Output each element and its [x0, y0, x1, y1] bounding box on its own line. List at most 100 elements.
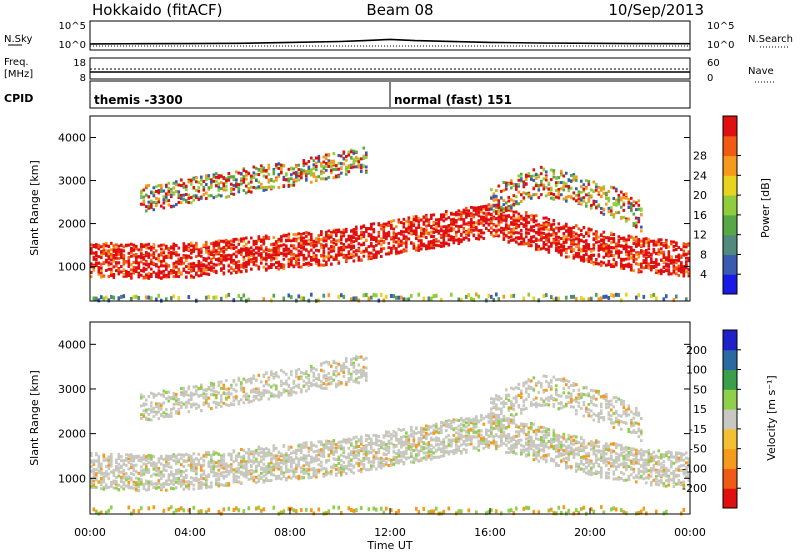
- data-cell: [230, 452, 233, 456]
- data-cell: [185, 400, 188, 404]
- data-cell: [325, 263, 328, 267]
- data-cell: [270, 262, 273, 266]
- data-cell: [185, 476, 188, 480]
- data-cell: [162, 269, 166, 273]
- data-cell: [682, 272, 686, 276]
- data-cell: [175, 402, 178, 406]
- data-cell: [227, 175, 231, 179]
- data-cell: [630, 263, 633, 267]
- data-cell: [687, 259, 691, 263]
- data-cell: [207, 256, 211, 260]
- data-cell: [185, 393, 188, 397]
- data-cell: [142, 202, 146, 206]
- data-cell: [647, 241, 651, 245]
- data-cell: [215, 243, 218, 247]
- data-cell: [107, 485, 111, 489]
- data-cell: [160, 404, 163, 408]
- data-cell: [205, 243, 208, 247]
- data-cell: [485, 226, 488, 230]
- data-cell: [162, 508, 166, 513]
- data-cell: [197, 196, 201, 200]
- data-cell: [230, 392, 233, 396]
- data-cell: [207, 186, 211, 190]
- data-cell: [352, 254, 356, 258]
- data-cell: [260, 167, 263, 171]
- data-cell: [245, 249, 248, 253]
- data-cell: [177, 194, 181, 198]
- data-cell: [265, 169, 268, 173]
- data-cell: [190, 394, 193, 398]
- data-cell: [495, 194, 498, 198]
- data-cell: [277, 260, 281, 264]
- data-cell: [100, 266, 103, 270]
- data-cell: [142, 455, 146, 459]
- data-cell: [497, 206, 501, 210]
- data-cell: [617, 200, 621, 204]
- data-cell: [155, 412, 158, 416]
- data-cell: [510, 186, 513, 190]
- data-cell: [167, 507, 171, 512]
- data-cell: [605, 249, 608, 253]
- data-cell: [422, 227, 426, 231]
- data-cell: [137, 272, 141, 276]
- data-cell: [235, 454, 238, 458]
- data-cell: [372, 222, 376, 226]
- data-cell: [242, 248, 246, 252]
- data-cell: [360, 233, 363, 237]
- data-cell: [207, 402, 211, 406]
- data-cell: [557, 196, 561, 200]
- data-cell: [167, 390, 171, 394]
- data-cell: [537, 223, 541, 227]
- data-cell: [212, 262, 216, 266]
- data-cell: [355, 155, 358, 159]
- data-cell: [167, 186, 171, 190]
- data-cell: [152, 464, 156, 468]
- data-cell: [235, 185, 238, 189]
- data-cell: [472, 298, 476, 303]
- data-cell: [597, 190, 601, 194]
- data-cell: [147, 295, 151, 300]
- data-cell: [382, 231, 386, 235]
- data-cell: [577, 246, 581, 250]
- data-cell: [505, 217, 508, 221]
- data-cell: [457, 239, 461, 243]
- data-cell: [477, 214, 481, 218]
- data-cell: [262, 240, 266, 244]
- data-cell: [120, 243, 123, 247]
- data-cell: [182, 244, 186, 248]
- data-cell: [377, 231, 381, 235]
- data-cell: [332, 230, 336, 234]
- data-cell: [167, 482, 171, 486]
- data-cell: [452, 236, 456, 240]
- data-cell: [217, 401, 221, 405]
- data-cell: [335, 242, 338, 246]
- data-cell: [330, 249, 333, 253]
- data-cell: [297, 258, 301, 262]
- data-cell: [157, 485, 161, 489]
- data-cell: [302, 296, 306, 301]
- data-cell: [477, 219, 481, 223]
- data-cell: [495, 210, 498, 214]
- data-cell: [282, 247, 286, 251]
- data-cell: [507, 182, 511, 186]
- data-cell: [227, 403, 231, 407]
- data-cell: [430, 213, 433, 217]
- data-cell: [602, 187, 606, 191]
- data-cell: [537, 174, 541, 178]
- data-cell: [120, 485, 123, 489]
- data-cell: [415, 233, 418, 237]
- data-cell: [192, 469, 196, 473]
- data-cell: [230, 190, 233, 194]
- data-cell: [645, 237, 648, 241]
- data-cell: [292, 167, 296, 171]
- data-cell: [570, 195, 573, 199]
- data-cell: [147, 456, 151, 460]
- noise-panel-frame: [89, 20, 691, 51]
- data-cell: [160, 259, 163, 263]
- data-cell: [165, 414, 168, 418]
- data-cell: [135, 476, 138, 480]
- data-cell: [140, 458, 143, 462]
- data-cell: [557, 242, 561, 246]
- data-cell: [130, 457, 133, 461]
- data-cell: [280, 171, 283, 175]
